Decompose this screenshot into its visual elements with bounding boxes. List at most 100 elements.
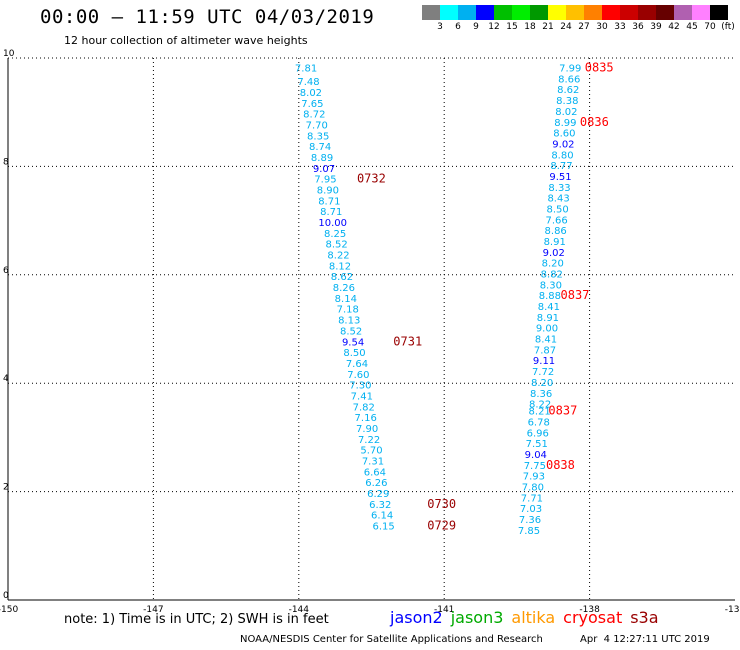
- pass-time-label: 0835: [585, 61, 614, 75]
- color-swatch: [638, 5, 656, 20]
- wave-height-value: 9.04: [525, 450, 547, 461]
- y-tick-label: 2: [3, 483, 9, 493]
- wave-height-value: 7.60: [347, 370, 369, 381]
- wave-height-value: 8.77: [550, 161, 572, 172]
- wave-height-value: 8.99: [554, 118, 576, 129]
- wave-height-value: 8.41: [535, 335, 557, 346]
- pass-time-label: 0729: [427, 519, 456, 533]
- wave-height-value: 9.54: [342, 337, 364, 348]
- wave-height-value: 7.85: [518, 526, 540, 537]
- wave-height-value: 7.51: [526, 439, 548, 450]
- pass-time-label: 0730: [427, 497, 456, 511]
- wave-height-value: 8.82: [541, 270, 563, 281]
- page-subtitle: 12 hour collection of altimeter wave hei…: [64, 34, 308, 47]
- wave-height-value: 8.91: [537, 313, 559, 324]
- color-scale-labels: 3 6 9 12 15 18 21 24 27 30 33 36 39 42 45 70 (ft): [422, 22, 740, 34]
- color-scale-label: 9: [473, 22, 479, 32]
- color-swatch: [422, 5, 440, 20]
- page-title: 00:00 – 11:59 UTC 04/03/2019: [40, 6, 375, 28]
- wave-height-value: 9.11: [533, 356, 555, 367]
- wave-height-value: 6.26: [365, 478, 387, 489]
- color-swatch: [566, 5, 584, 20]
- wave-height-value: 8.35: [307, 131, 329, 142]
- wave-height-value: 8.02: [300, 88, 322, 99]
- color-scale-label: 45: [686, 22, 698, 32]
- legend-entry-jason3: jason3: [450, 608, 504, 627]
- wave-height-value: 8.72: [303, 110, 325, 121]
- wave-height-value: 9.00: [536, 324, 558, 335]
- wave-height-value: 8.21: [529, 407, 551, 418]
- y-tick-label: 10: [3, 49, 15, 59]
- color-scale-label: 6: [455, 22, 461, 32]
- pass-time-label: 0731: [393, 334, 422, 348]
- wave-height-value: 8.20: [542, 259, 564, 270]
- wave-height-value: 6.78: [528, 417, 550, 428]
- color-swatch: [548, 5, 566, 20]
- y-tick-label: 4: [3, 374, 9, 384]
- wave-height-value: 7.64: [346, 359, 368, 370]
- color-scale-label: 30: [596, 22, 608, 32]
- color-scale-label: 18: [524, 22, 536, 32]
- color-swatch: [584, 5, 602, 20]
- pass-time-label: 0732: [357, 172, 386, 186]
- wave-height-value: 7.87: [534, 345, 556, 356]
- wave-height-value: 9.02: [543, 248, 565, 259]
- wave-height-value: 8.50: [343, 348, 365, 359]
- wave-height-value: 7.41: [351, 391, 373, 402]
- pass-time-label: 0837: [548, 404, 577, 418]
- wave-height-value: 7.30: [349, 381, 371, 392]
- color-swatch: [440, 5, 458, 20]
- color-scale-label: (ft): [721, 22, 735, 32]
- wave-height-value: 7.95: [314, 175, 336, 186]
- wave-height-value: 8.89: [311, 153, 333, 164]
- pass-time-label: 0836: [580, 115, 609, 129]
- color-swatch: [620, 5, 638, 20]
- wave-height-value: 8.33: [548, 183, 570, 194]
- wave-height-value: 8.30: [540, 280, 562, 291]
- wave-height-value: 8.43: [547, 194, 569, 205]
- pass-time-label: 0838: [546, 458, 575, 472]
- color-scale-label: 27: [578, 22, 590, 32]
- wave-height-value: 6.32: [369, 500, 391, 511]
- wave-height-value: 7.65: [301, 99, 323, 110]
- wave-height-value: 7.16: [355, 413, 377, 424]
- wave-height-value: 7.18: [337, 305, 359, 316]
- wave-height-value: 8.36: [530, 389, 552, 400]
- color-scale-label: 24: [560, 22, 572, 32]
- legend-entry-cryosat: cryosat: [563, 608, 623, 627]
- color-scale-label: 36: [632, 22, 644, 32]
- legend-entry-altika: altika: [511, 608, 556, 627]
- wave-height-value: 9.02: [552, 139, 574, 150]
- x-tick-label: -141: [434, 605, 454, 615]
- wave-height-value: 8.91: [544, 237, 566, 248]
- x-tick-label: -144: [289, 605, 310, 615]
- x-tick-label: -147: [143, 605, 163, 615]
- y-tick-label: 0: [3, 591, 9, 601]
- color-scale-label: 39: [650, 22, 662, 32]
- wave-height-value: 7.71: [521, 493, 543, 504]
- footer-credit: NOAA/NESDIS Center for Satellite Applica…: [240, 634, 543, 645]
- wave-height-value: 8.71: [318, 196, 340, 207]
- color-scale-label: 42: [668, 22, 680, 32]
- wave-height-value: 8.14: [335, 294, 357, 305]
- wave-height-value: 7.81: [295, 64, 317, 75]
- wave-height-value: 8.12: [329, 261, 351, 272]
- color-scale-bar: [422, 5, 728, 20]
- color-scale-label: 15: [506, 22, 518, 32]
- wave-height-value: 7.48: [297, 77, 319, 88]
- wave-height-value: 8.62: [331, 272, 353, 283]
- wave-height-value: 8.90: [317, 186, 339, 197]
- wave-height-value: 8.88: [539, 291, 561, 302]
- wave-height-value: 8.22: [327, 251, 349, 262]
- wave-height-value: 7.22: [358, 435, 380, 446]
- wave-height-value: 6.96: [527, 428, 549, 439]
- x-tick-label: -135: [725, 605, 740, 615]
- wave-height-value: 7.31: [362, 457, 384, 468]
- wave-height-value: 8.86: [545, 226, 567, 237]
- footer-note: note: 1) Time is in UTC; 2) SWH is in fe…: [64, 612, 329, 627]
- color-swatch: [476, 5, 494, 20]
- wave-height-value: 8.02: [555, 107, 577, 118]
- color-swatch: [674, 5, 692, 20]
- wave-height-value: 8.62: [557, 85, 579, 96]
